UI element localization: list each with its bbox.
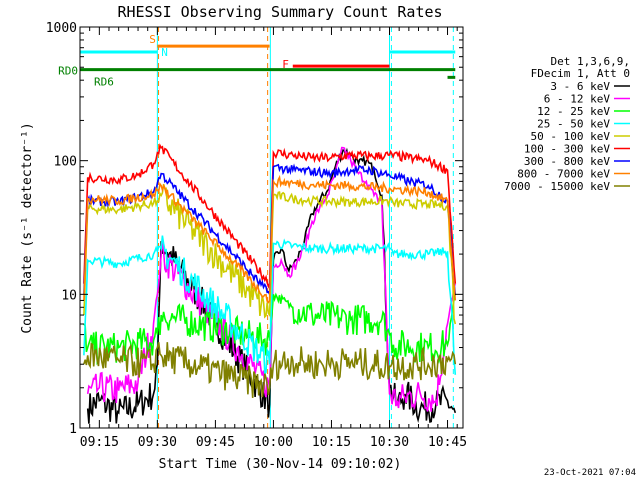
annotation-label: S bbox=[149, 33, 156, 46]
x-tick-label: 10:00 bbox=[254, 435, 293, 450]
y-axis-label: Count Rate (s⁻¹ detector⁻¹) bbox=[20, 122, 35, 333]
series-group bbox=[83, 143, 457, 424]
annotation-label: N bbox=[161, 46, 168, 59]
axes: 1 10 100 1000 09:15 09:30 09:45 10:00 10:15 10:30… bbox=[46, 21, 467, 450]
legend-label: 3 - 6 keV bbox=[550, 80, 610, 93]
legend-label: 7000 - 15000 keV bbox=[504, 180, 610, 193]
footer-timestamp: 23-Oct-2021 07:04 bbox=[544, 468, 636, 478]
legend-label: 50 - 100 keV bbox=[531, 130, 611, 143]
plot-frame bbox=[79, 26, 464, 429]
legend-label: 100 - 300 keV bbox=[524, 143, 610, 156]
x-tick-label: 10:45 bbox=[428, 435, 467, 450]
annotation-label: RD0 bbox=[58, 65, 78, 78]
series-line bbox=[83, 292, 457, 366]
series-line bbox=[83, 342, 457, 398]
series-line bbox=[83, 143, 457, 289]
legend-label: 6 - 12 keV bbox=[544, 93, 611, 106]
x-tick-label: 09:30 bbox=[138, 435, 177, 450]
x-tick-label: 10:15 bbox=[312, 435, 351, 450]
annotation-label: RD6 bbox=[94, 75, 114, 88]
x-tick-label: 09:45 bbox=[196, 435, 235, 450]
x-axis-label: Start Time (30-Nov-14 09:10:02) bbox=[159, 457, 402, 472]
x-tick-label: 10:30 bbox=[370, 435, 409, 450]
legend-label: 25 - 50 keV bbox=[537, 118, 610, 131]
series-line bbox=[83, 235, 457, 377]
series-line bbox=[83, 174, 457, 304]
legend-label: 800 - 7000 keV bbox=[517, 168, 610, 181]
chart-title: RHESSI Observing Summary Count Rates bbox=[117, 3, 442, 21]
y-tick-label: 100 bbox=[54, 155, 77, 170]
x-tick-label: 09:15 bbox=[80, 435, 119, 450]
y-tick-label: 1000 bbox=[46, 21, 77, 36]
state-bars: SN F RD0 RD6 bbox=[58, 33, 456, 88]
series-line bbox=[83, 183, 457, 325]
y-tick-label: 1 bbox=[69, 422, 77, 437]
series-line bbox=[83, 163, 457, 295]
legend-header: FDecim 1, Att 0 bbox=[531, 67, 630, 80]
legend-label: 12 - 25 keV bbox=[537, 105, 610, 118]
legend-header: Det 1,3,6,9, bbox=[551, 55, 630, 68]
annotation-label: F bbox=[282, 58, 289, 71]
y-tick-label: 10 bbox=[61, 288, 77, 303]
legend-label: 300 - 800 keV bbox=[524, 155, 610, 168]
